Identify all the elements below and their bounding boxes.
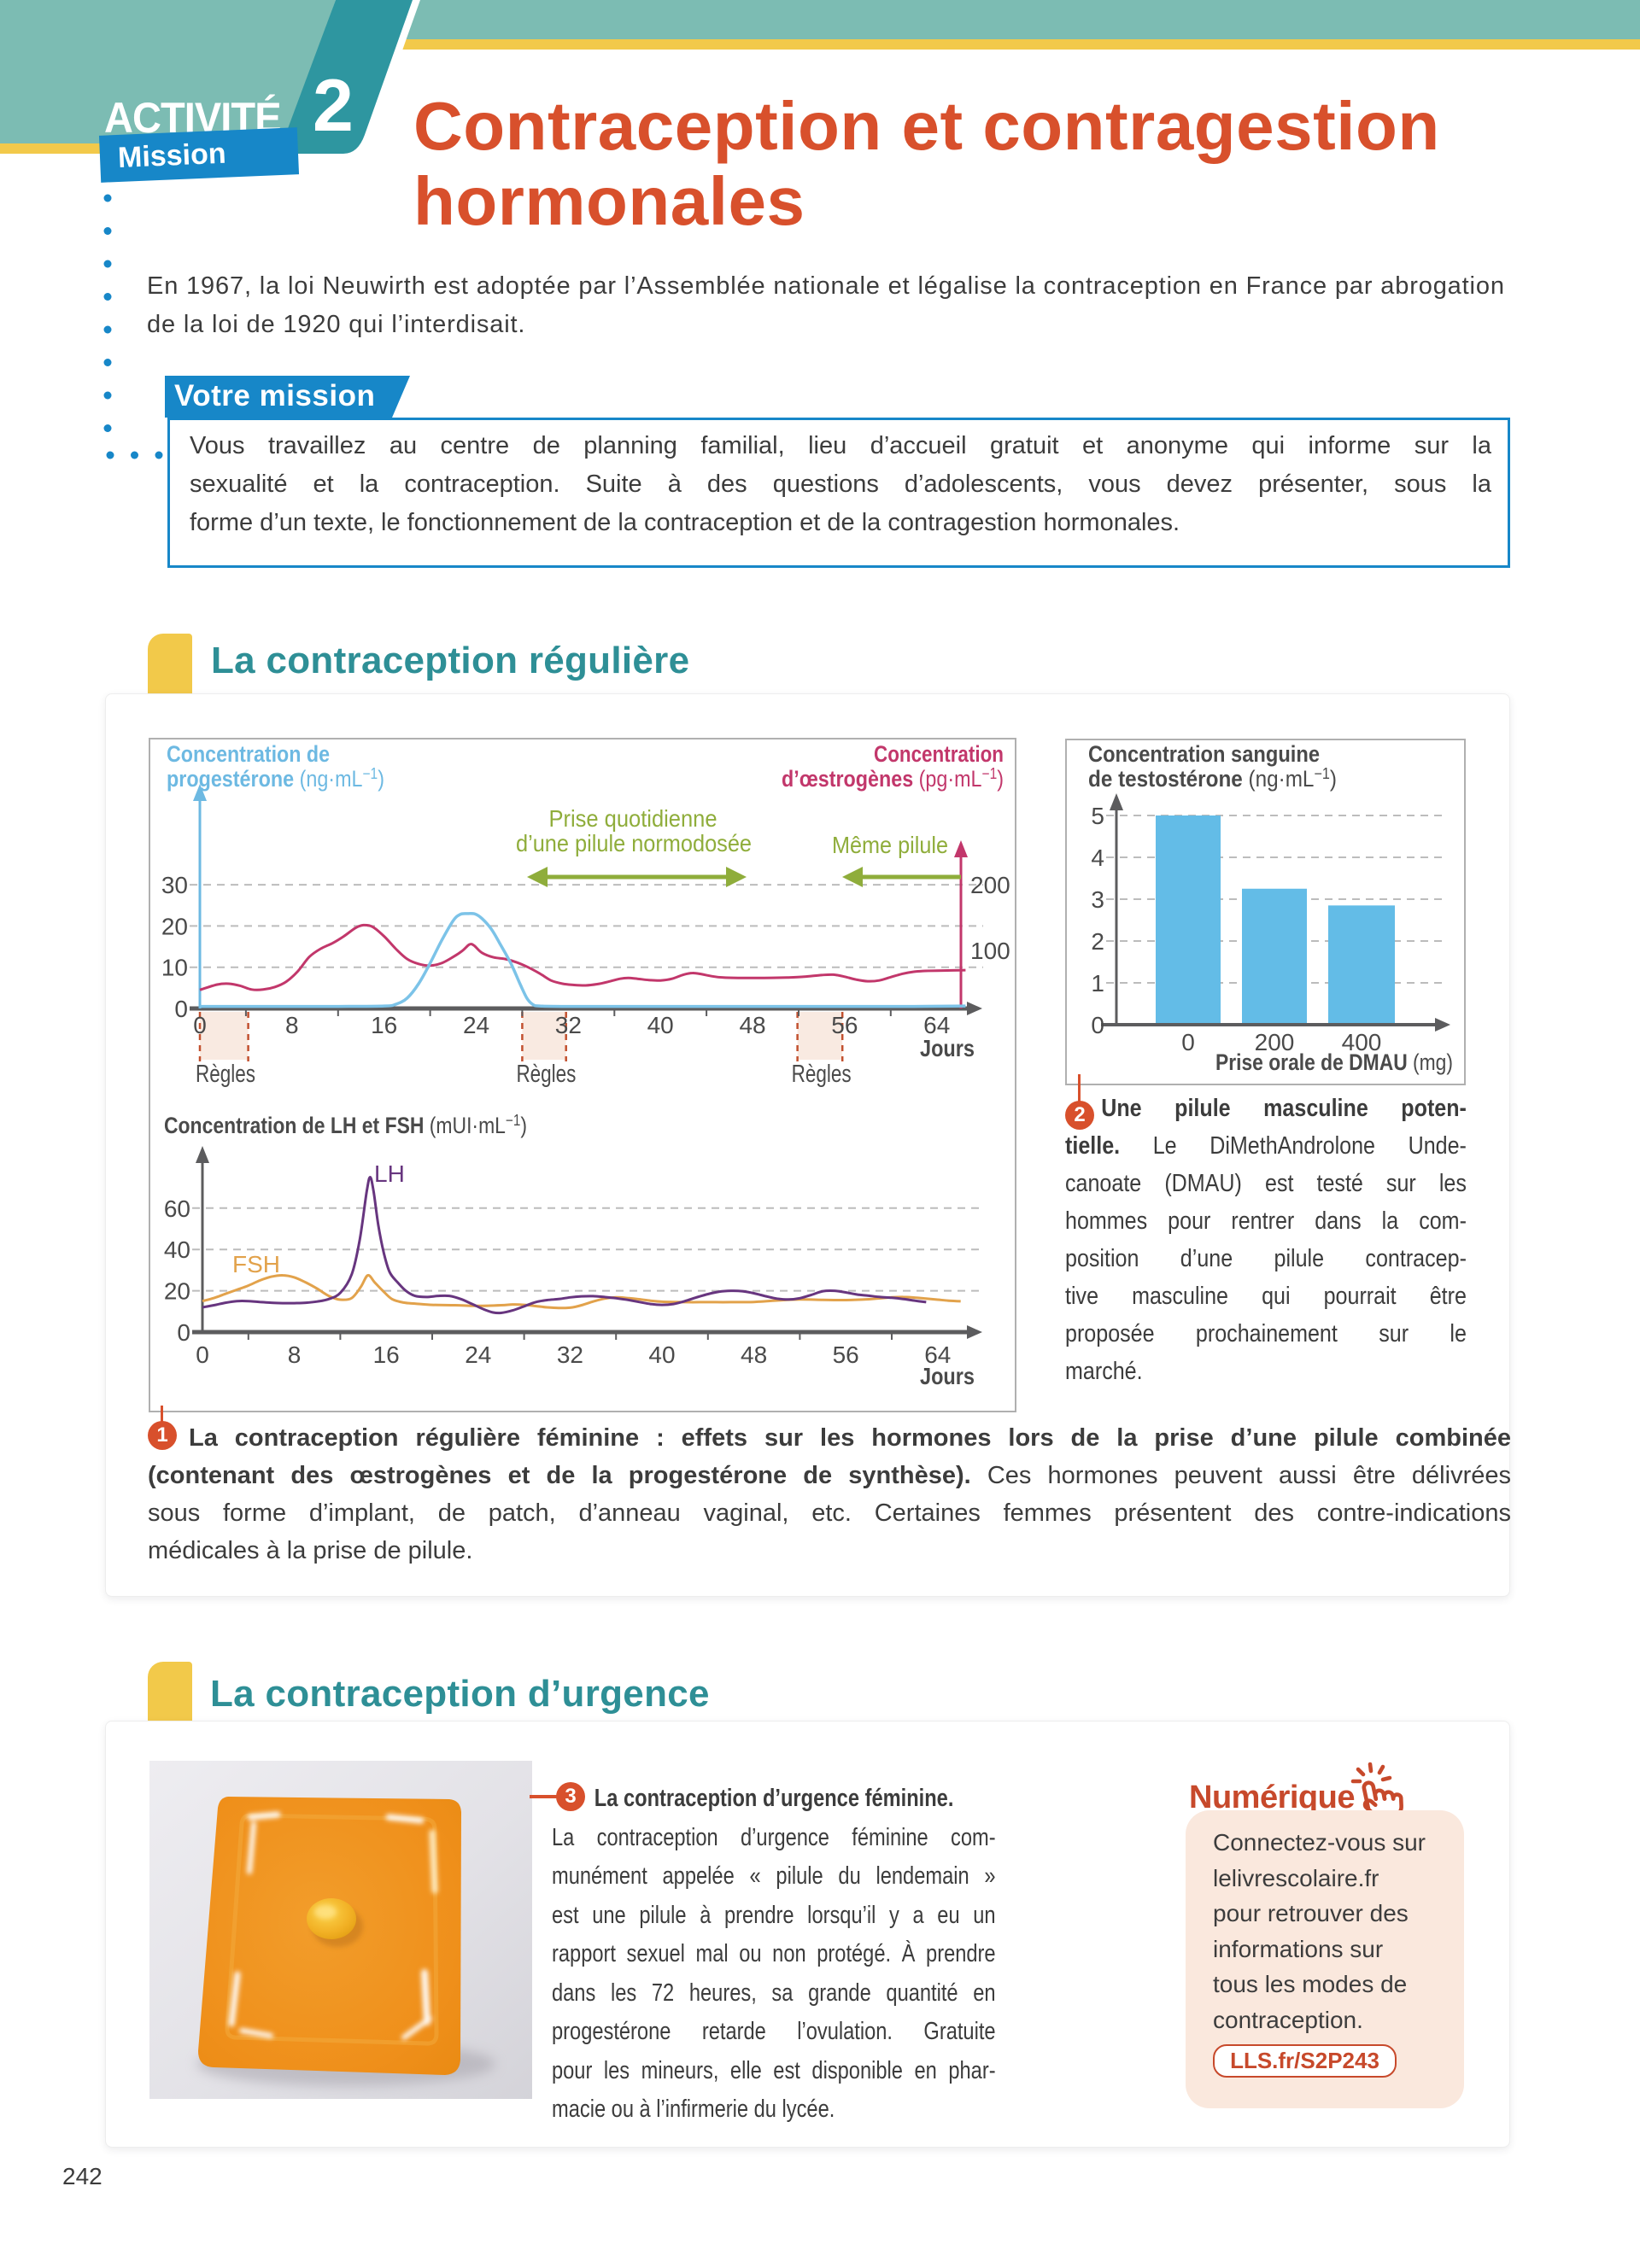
svg-text:20: 20 xyxy=(164,1278,190,1305)
svg-text:d’œstrogènes (pg·mL−1): d’œstrogènes (pg·mL−1) xyxy=(782,765,1004,792)
svg-text:64: 64 xyxy=(923,1012,950,1038)
svg-text:0: 0 xyxy=(177,1319,190,1346)
svg-text:progestérone (ng·mL−1): progestérone (ng·mL−1) xyxy=(167,765,384,792)
svg-text:Même pilule: Même pilule xyxy=(832,832,948,858)
svg-text:Jours: Jours xyxy=(920,1363,975,1389)
svg-text:8: 8 xyxy=(288,1342,302,1368)
svg-text:Règles: Règles xyxy=(792,1061,852,1088)
svg-text:64: 64 xyxy=(924,1342,951,1368)
svg-text:de testostérone (ng·mL−1): de testostérone (ng·mL−1) xyxy=(1088,765,1337,792)
svg-text:Concentration: Concentration xyxy=(874,741,1004,767)
svg-text:60: 60 xyxy=(164,1195,190,1222)
svg-text:8: 8 xyxy=(285,1012,299,1038)
svg-text:10: 10 xyxy=(161,955,188,981)
svg-text:LH: LH xyxy=(374,1160,405,1187)
svg-text:Concentration sanguine: Concentration sanguine xyxy=(1088,741,1320,767)
svg-text:56: 56 xyxy=(831,1012,858,1038)
svg-text:16: 16 xyxy=(371,1012,397,1038)
svg-text:d’une pilule normodosée: d’une pilule normodosée xyxy=(516,830,752,856)
svg-text:Prise orale de DMAU (mg): Prise orale de DMAU (mg) xyxy=(1215,1049,1453,1075)
svg-text:0: 0 xyxy=(1181,1029,1195,1055)
svg-text:32: 32 xyxy=(555,1012,582,1038)
svg-text:4: 4 xyxy=(1091,845,1104,871)
svg-text:Prise quotidienne: Prise quotidienne xyxy=(549,805,718,832)
svg-text:40: 40 xyxy=(648,1342,675,1368)
svg-text:5: 5 xyxy=(1091,803,1104,829)
svg-text:100: 100 xyxy=(970,938,1010,964)
svg-text:0: 0 xyxy=(193,1012,207,1038)
svg-text:40: 40 xyxy=(647,1012,674,1038)
svg-text:16: 16 xyxy=(373,1342,400,1368)
svg-text:0: 0 xyxy=(174,996,188,1022)
svg-text:0: 0 xyxy=(1091,1012,1104,1038)
svg-text:200: 200 xyxy=(1255,1029,1295,1055)
svg-text:32: 32 xyxy=(557,1342,583,1368)
svg-text:400: 400 xyxy=(1342,1029,1382,1055)
svg-text:FSH: FSH xyxy=(232,1251,280,1277)
svg-text:Concentration de LH et FSH (mU: Concentration de LH et FSH (mUI·mL−1) xyxy=(164,1112,527,1138)
svg-text:48: 48 xyxy=(741,1342,767,1368)
svg-text:Jours: Jours xyxy=(920,1035,975,1061)
svg-text:Concentration de: Concentration de xyxy=(167,741,330,767)
svg-text:24: 24 xyxy=(463,1012,489,1038)
svg-text:Règles: Règles xyxy=(196,1061,255,1088)
svg-text:48: 48 xyxy=(739,1012,765,1038)
svg-text:40: 40 xyxy=(164,1236,190,1263)
svg-text:2: 2 xyxy=(1091,928,1104,955)
svg-text:1: 1 xyxy=(1091,970,1104,997)
svg-text:20: 20 xyxy=(161,913,188,939)
svg-text:30: 30 xyxy=(161,872,188,898)
svg-text:Règles: Règles xyxy=(516,1061,576,1088)
svg-text:200: 200 xyxy=(970,872,1010,898)
svg-text:56: 56 xyxy=(833,1342,859,1368)
svg-text:3: 3 xyxy=(1091,886,1104,913)
svg-text:0: 0 xyxy=(196,1342,209,1368)
svg-text:24: 24 xyxy=(465,1342,491,1368)
